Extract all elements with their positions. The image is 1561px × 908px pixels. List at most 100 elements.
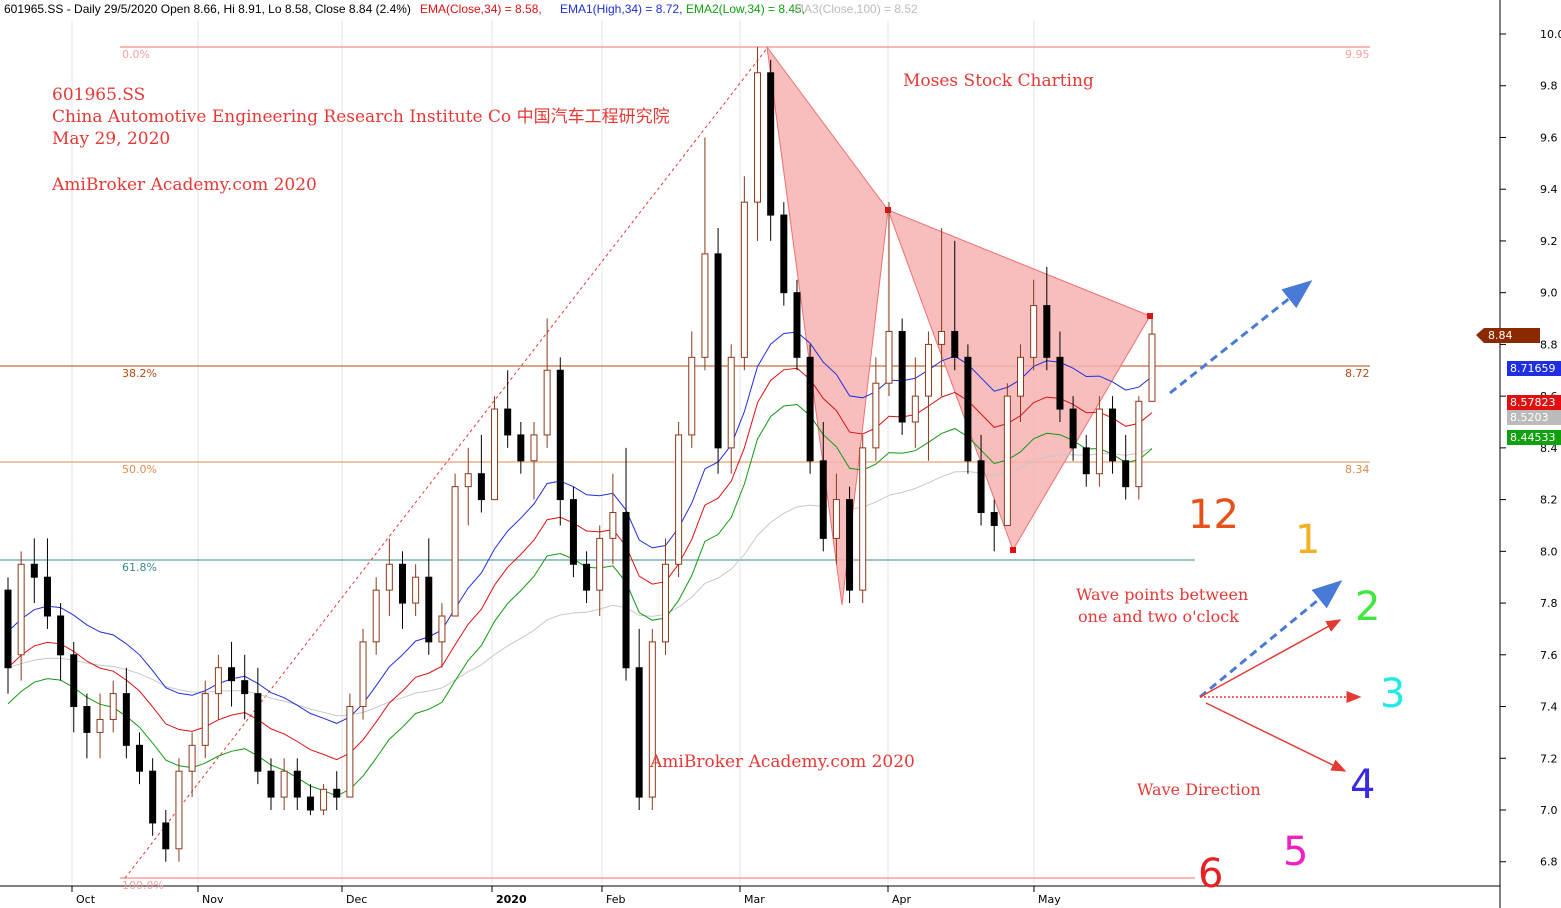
clock-5: 5 — [1283, 829, 1308, 875]
fib-levels: 0.0% 9.95 38.2% 8.72 50.0% 8.34 61.8% 10… — [0, 46, 1370, 892]
clock-face: 12 1 2 3 4 5 6 — [1188, 492, 1405, 897]
candle — [938, 228, 946, 397]
fib-pct-0: 0.0% — [122, 48, 150, 61]
candle — [306, 784, 314, 816]
candle — [898, 318, 906, 435]
price-tag-ema1 — [1507, 361, 1561, 376]
pattern-point-c — [1010, 547, 1016, 553]
candle — [83, 693, 91, 759]
candle — [1148, 315, 1156, 402]
candle — [517, 422, 525, 474]
y-tick-label: 7.2 — [1540, 752, 1558, 765]
note-date: May 29, 2020 — [52, 129, 170, 149]
note-site-1: AmiBroker Academy.com 2020 — [51, 175, 317, 195]
ma3-line — [7, 447, 1153, 717]
ema1-line — [7, 331, 1153, 724]
x-tick-label: Oct — [76, 893, 96, 906]
candle — [1056, 331, 1064, 422]
price-tag-ma3 — [1507, 410, 1561, 425]
fib-pct-100: 100.0% — [122, 879, 164, 892]
candle — [714, 228, 722, 474]
candle — [96, 693, 104, 759]
clock-2: 2 — [1355, 584, 1380, 630]
candle — [320, 784, 328, 816]
candle — [425, 538, 433, 655]
candle — [846, 486, 854, 604]
candle — [885, 202, 893, 397]
fib-pct-618: 61.8% — [122, 561, 157, 574]
candle — [543, 318, 551, 448]
x-axis-ticks: Oct Nov Dec 2020 Feb Mar Apr May — [71, 886, 1061, 906]
candle — [280, 758, 288, 810]
candle — [1122, 434, 1130, 500]
price-tags: 8.84 8.71659 8.57823 8.5203 8.44533 — [1476, 328, 1561, 445]
wave-arrow-2 — [1199, 619, 1342, 698]
header-symbol-line: 601965.SS - Daily 29/5/2020 Open 8.66, H… — [4, 2, 411, 16]
header-ema: EMA(Close,34) = 8.58, — [420, 2, 542, 16]
fib-val-0: 9.95 — [1345, 48, 1370, 61]
candle — [609, 473, 617, 565]
candle — [17, 551, 25, 681]
candle — [70, 641, 78, 733]
candle — [491, 396, 499, 501]
candle — [793, 279, 801, 371]
price-tag-ma3-label: 8.5203 — [1510, 411, 1549, 424]
candle — [188, 732, 196, 798]
candle — [675, 422, 683, 578]
x-tick-label: 2020 — [496, 893, 527, 906]
candle — [990, 499, 998, 552]
note-moses: Moses Stock Charting — [903, 71, 1094, 91]
ema2-line — [7, 403, 1153, 797]
candle — [1043, 266, 1051, 371]
pattern-point-d — [1147, 313, 1153, 319]
x-tick-label: Feb — [606, 893, 625, 906]
y-tick-label: 9.4 — [1540, 183, 1558, 196]
candle — [385, 538, 393, 616]
fib-pct-382: 38.2% — [122, 367, 157, 380]
candle — [346, 693, 354, 798]
candle — [661, 538, 669, 655]
candle — [162, 810, 170, 862]
candle — [477, 434, 485, 513]
candle — [1135, 396, 1143, 500]
header-ma3: MA3(Close,100) = 8.52 — [794, 2, 918, 16]
fib-trend-line — [124, 46, 769, 879]
fib-val-382: 8.72 — [1345, 367, 1370, 380]
x-tick-label: May — [1038, 893, 1061, 906]
candle — [583, 551, 591, 604]
candle — [4, 577, 12, 694]
note-company: China Automotive Engineering Research In… — [52, 107, 670, 127]
forecast-arrow — [1169, 280, 1313, 395]
candle — [964, 344, 972, 474]
candle — [635, 628, 643, 810]
candle — [1017, 344, 1025, 422]
note-wave-points-2: one and two o'clock — [1078, 607, 1239, 626]
note-wave-points-1: Wave points between — [1076, 585, 1248, 604]
candle — [57, 603, 65, 681]
y-tick-label: 8.8 — [1540, 338, 1558, 351]
y-tick-label: 9.2 — [1540, 235, 1558, 248]
candle — [1030, 279, 1038, 371]
candle — [556, 357, 564, 526]
pattern-triangle-1 — [766, 46, 889, 606]
fib-val-50: 8.34 — [1345, 463, 1370, 476]
y-tick-label: 9.0 — [1540, 287, 1558, 300]
y-tick-label: 8.0 — [1540, 545, 1558, 558]
candle — [977, 434, 985, 526]
clock-1: 1 — [1295, 517, 1320, 563]
price-tag-ema-label: 8.57823 — [1510, 396, 1556, 409]
candle — [438, 603, 446, 668]
y-tick-label: 9.8 — [1540, 80, 1558, 93]
clock-12: 12 — [1188, 492, 1239, 538]
y-axis-ticks: 6.87.07.27.47.67.88.08.28.48.68.89.09.29… — [1500, 28, 1561, 869]
candle — [806, 344, 814, 474]
note-site-2: AmiBroker Academy.com 2020 — [649, 752, 915, 772]
x-tick-label: Nov — [202, 893, 224, 906]
candle — [1003, 383, 1011, 526]
candle — [911, 357, 919, 448]
x-tick-label: Dec — [346, 893, 367, 906]
candle — [464, 447, 472, 526]
y-tick-label: 9.6 — [1540, 131, 1558, 144]
clock-3: 3 — [1380, 671, 1405, 717]
candle — [504, 370, 512, 448]
